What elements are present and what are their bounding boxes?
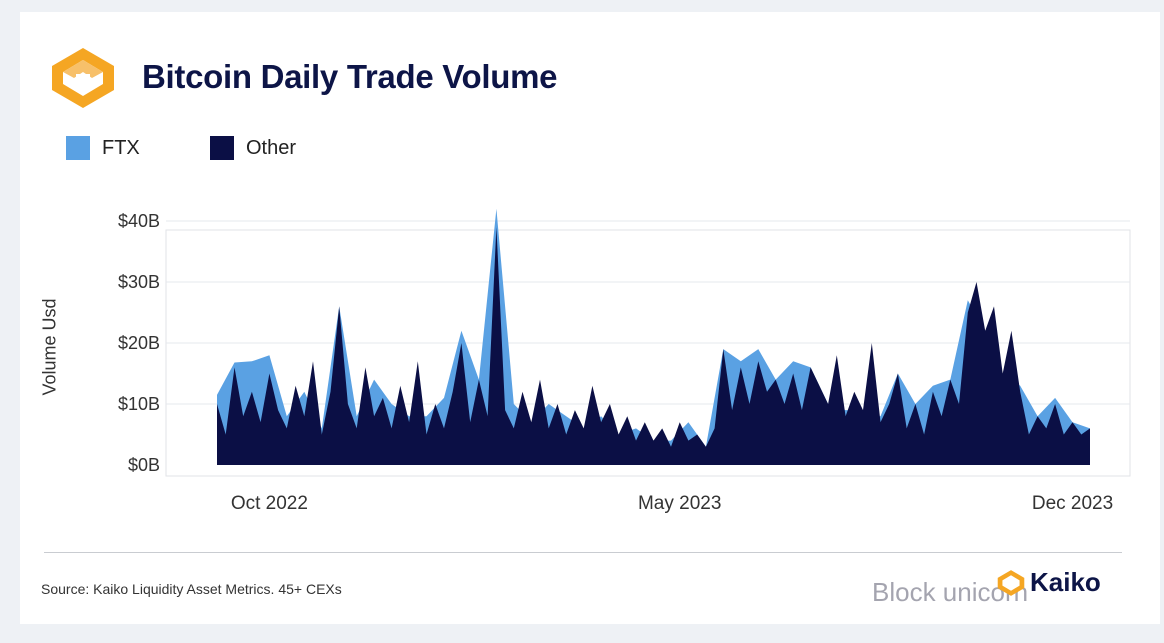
kaiko-logo-icon	[997, 569, 1025, 596]
kaiko-label: Kaiko	[1030, 567, 1101, 597]
x-tick-label: Oct 2022	[231, 493, 308, 514]
y-tick-label: $30B	[118, 272, 160, 292]
y-tick-label: $40B	[118, 211, 160, 231]
y-tick-label: $0B	[128, 455, 160, 475]
footer-divider	[44, 552, 1122, 553]
y-tick-label: $20B	[118, 333, 160, 353]
x-tick-label: Dec 2023	[1032, 493, 1113, 514]
x-tick-label: May 2023	[638, 493, 721, 514]
legend-item-ftx: FTX	[66, 136, 140, 160]
kaiko-brand: Kaiko	[996, 567, 1101, 598]
y-axis-title: Volume Usd	[39, 298, 60, 396]
plot-frame	[165, 229, 1131, 477]
legend-label-other: Other	[246, 136, 297, 159]
y-tick-label: $10B	[118, 394, 160, 414]
series-area-other	[217, 227, 1090, 465]
chart-title: Bitcoin Daily Trade Volume	[142, 58, 558, 95]
legend-label-ftx: FTX	[102, 136, 140, 159]
source-note: Source: Kaiko Liquidity Asset Metrics. 4…	[41, 581, 342, 597]
legend-item-other: Other	[210, 136, 296, 160]
gate-logo-icon	[52, 48, 114, 108]
legend-swatch-other	[210, 136, 234, 160]
legend-swatch-ftx	[66, 136, 90, 160]
